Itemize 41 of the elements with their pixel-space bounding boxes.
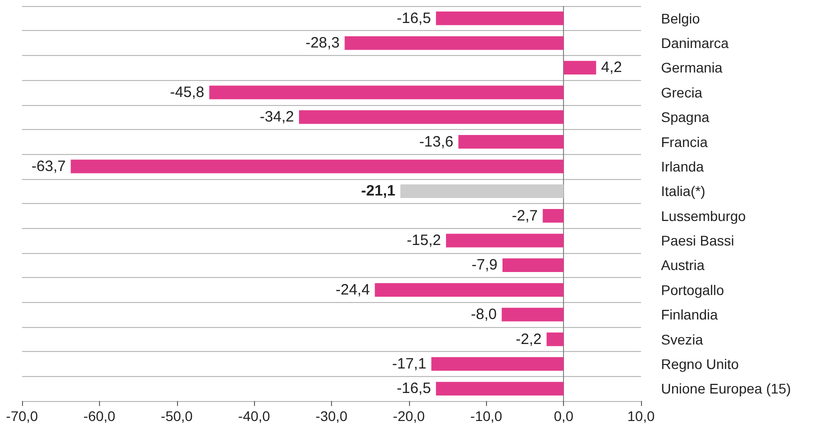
y-tick-label: Lussemburgo	[661, 208, 746, 224]
data-label: -16,5	[396, 10, 431, 27]
data-label: -63,7	[32, 158, 66, 175]
data-label: -21,1	[361, 182, 396, 200]
y-tick-label: Finlandia	[661, 306, 718, 323]
y-tick-label: Italia(*)	[661, 183, 706, 200]
x-tick-label: 10,0	[627, 408, 655, 424]
data-label: -15,2	[406, 232, 442, 250]
data-label: 4,2	[601, 59, 622, 76]
data-label: -2,7	[512, 207, 538, 224]
x-tick-label: -10,0	[470, 408, 502, 424]
data-label: -2,2	[516, 330, 542, 348]
x-tick-label: -50,0	[160, 408, 193, 424]
data-label: -28,3	[305, 34, 340, 52]
data-label: -34,2	[260, 108, 294, 126]
x-tick-label: -60,0	[83, 408, 116, 424]
x-tick-label: -70,0	[6, 408, 38, 424]
y-tick-label: Portogallo	[661, 282, 724, 298]
x-tick-label: -40,0	[238, 408, 270, 424]
x-tick-label: -30,0	[316, 408, 348, 424]
y-tick-label: Irlanda	[661, 158, 704, 174]
y-tick-label: Germania	[661, 60, 723, 76]
y-tick-label: Francia	[661, 134, 708, 150]
data-label: -24,4	[336, 281, 370, 298]
data-label: -8,0	[470, 306, 497, 324]
y-tick-label: Belgio	[661, 10, 700, 26]
y-tick-label: Unione Europea (15)	[661, 380, 791, 397]
y-tick-label: Paesi Bassi	[661, 232, 734, 249]
data-label: -7,9	[472, 256, 498, 274]
y-tick-label: Regno Unito	[661, 356, 740, 372]
y-tick-label: Austria	[661, 257, 705, 274]
data-label: -16,5	[396, 380, 431, 398]
data-label: -17,1	[392, 355, 426, 372]
y-tick-label: Grecia	[661, 84, 702, 100]
x-tick-label: 0,0	[554, 408, 574, 424]
y-tick-label: Spagna	[661, 109, 710, 126]
data-label: -13,6	[419, 133, 454, 150]
x-tick-label: -20,0	[392, 408, 426, 424]
data-label: -45,8	[170, 84, 204, 101]
y-tick-label: Svezia	[661, 331, 704, 348]
y-tick-label: Danimarca	[661, 35, 729, 52]
